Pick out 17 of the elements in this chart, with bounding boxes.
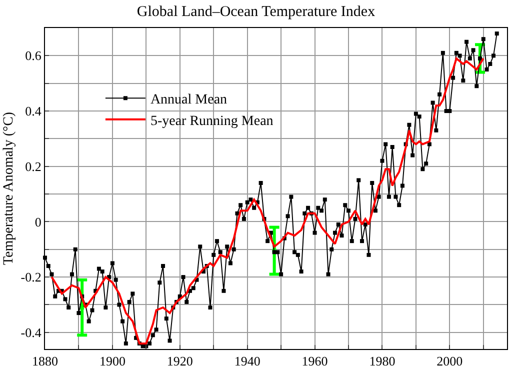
x-tick-label: 1940 <box>234 354 260 369</box>
y-axis-title: Temperature Anomaly (°C) <box>1 112 16 266</box>
legend-label: Annual Mean <box>150 92 228 108</box>
legend-label: 5-year Running Mean <box>150 114 274 129</box>
y-tick-label: 0 <box>34 214 42 230</box>
y-tick-label: -0.2 <box>20 270 42 285</box>
y-tick-label: 0.4 <box>25 104 42 119</box>
x-tick-label: 1900 <box>99 354 126 369</box>
y-tick-label: 0.6 <box>25 48 42 64</box>
x-tick-label: 1980 <box>369 354 396 369</box>
x-tick-label: 1880 <box>32 354 58 369</box>
y-tick-label: -0.4 <box>20 324 42 340</box>
y-tick-label: 0.2 <box>25 158 42 174</box>
x-tick-label: 1920 <box>166 354 193 369</box>
chart-title: Global Land–Ocean Temperature Index <box>136 4 376 20</box>
x-tick-label: 1960 <box>302 354 328 369</box>
x-tick-label: 2000 <box>436 354 463 369</box>
